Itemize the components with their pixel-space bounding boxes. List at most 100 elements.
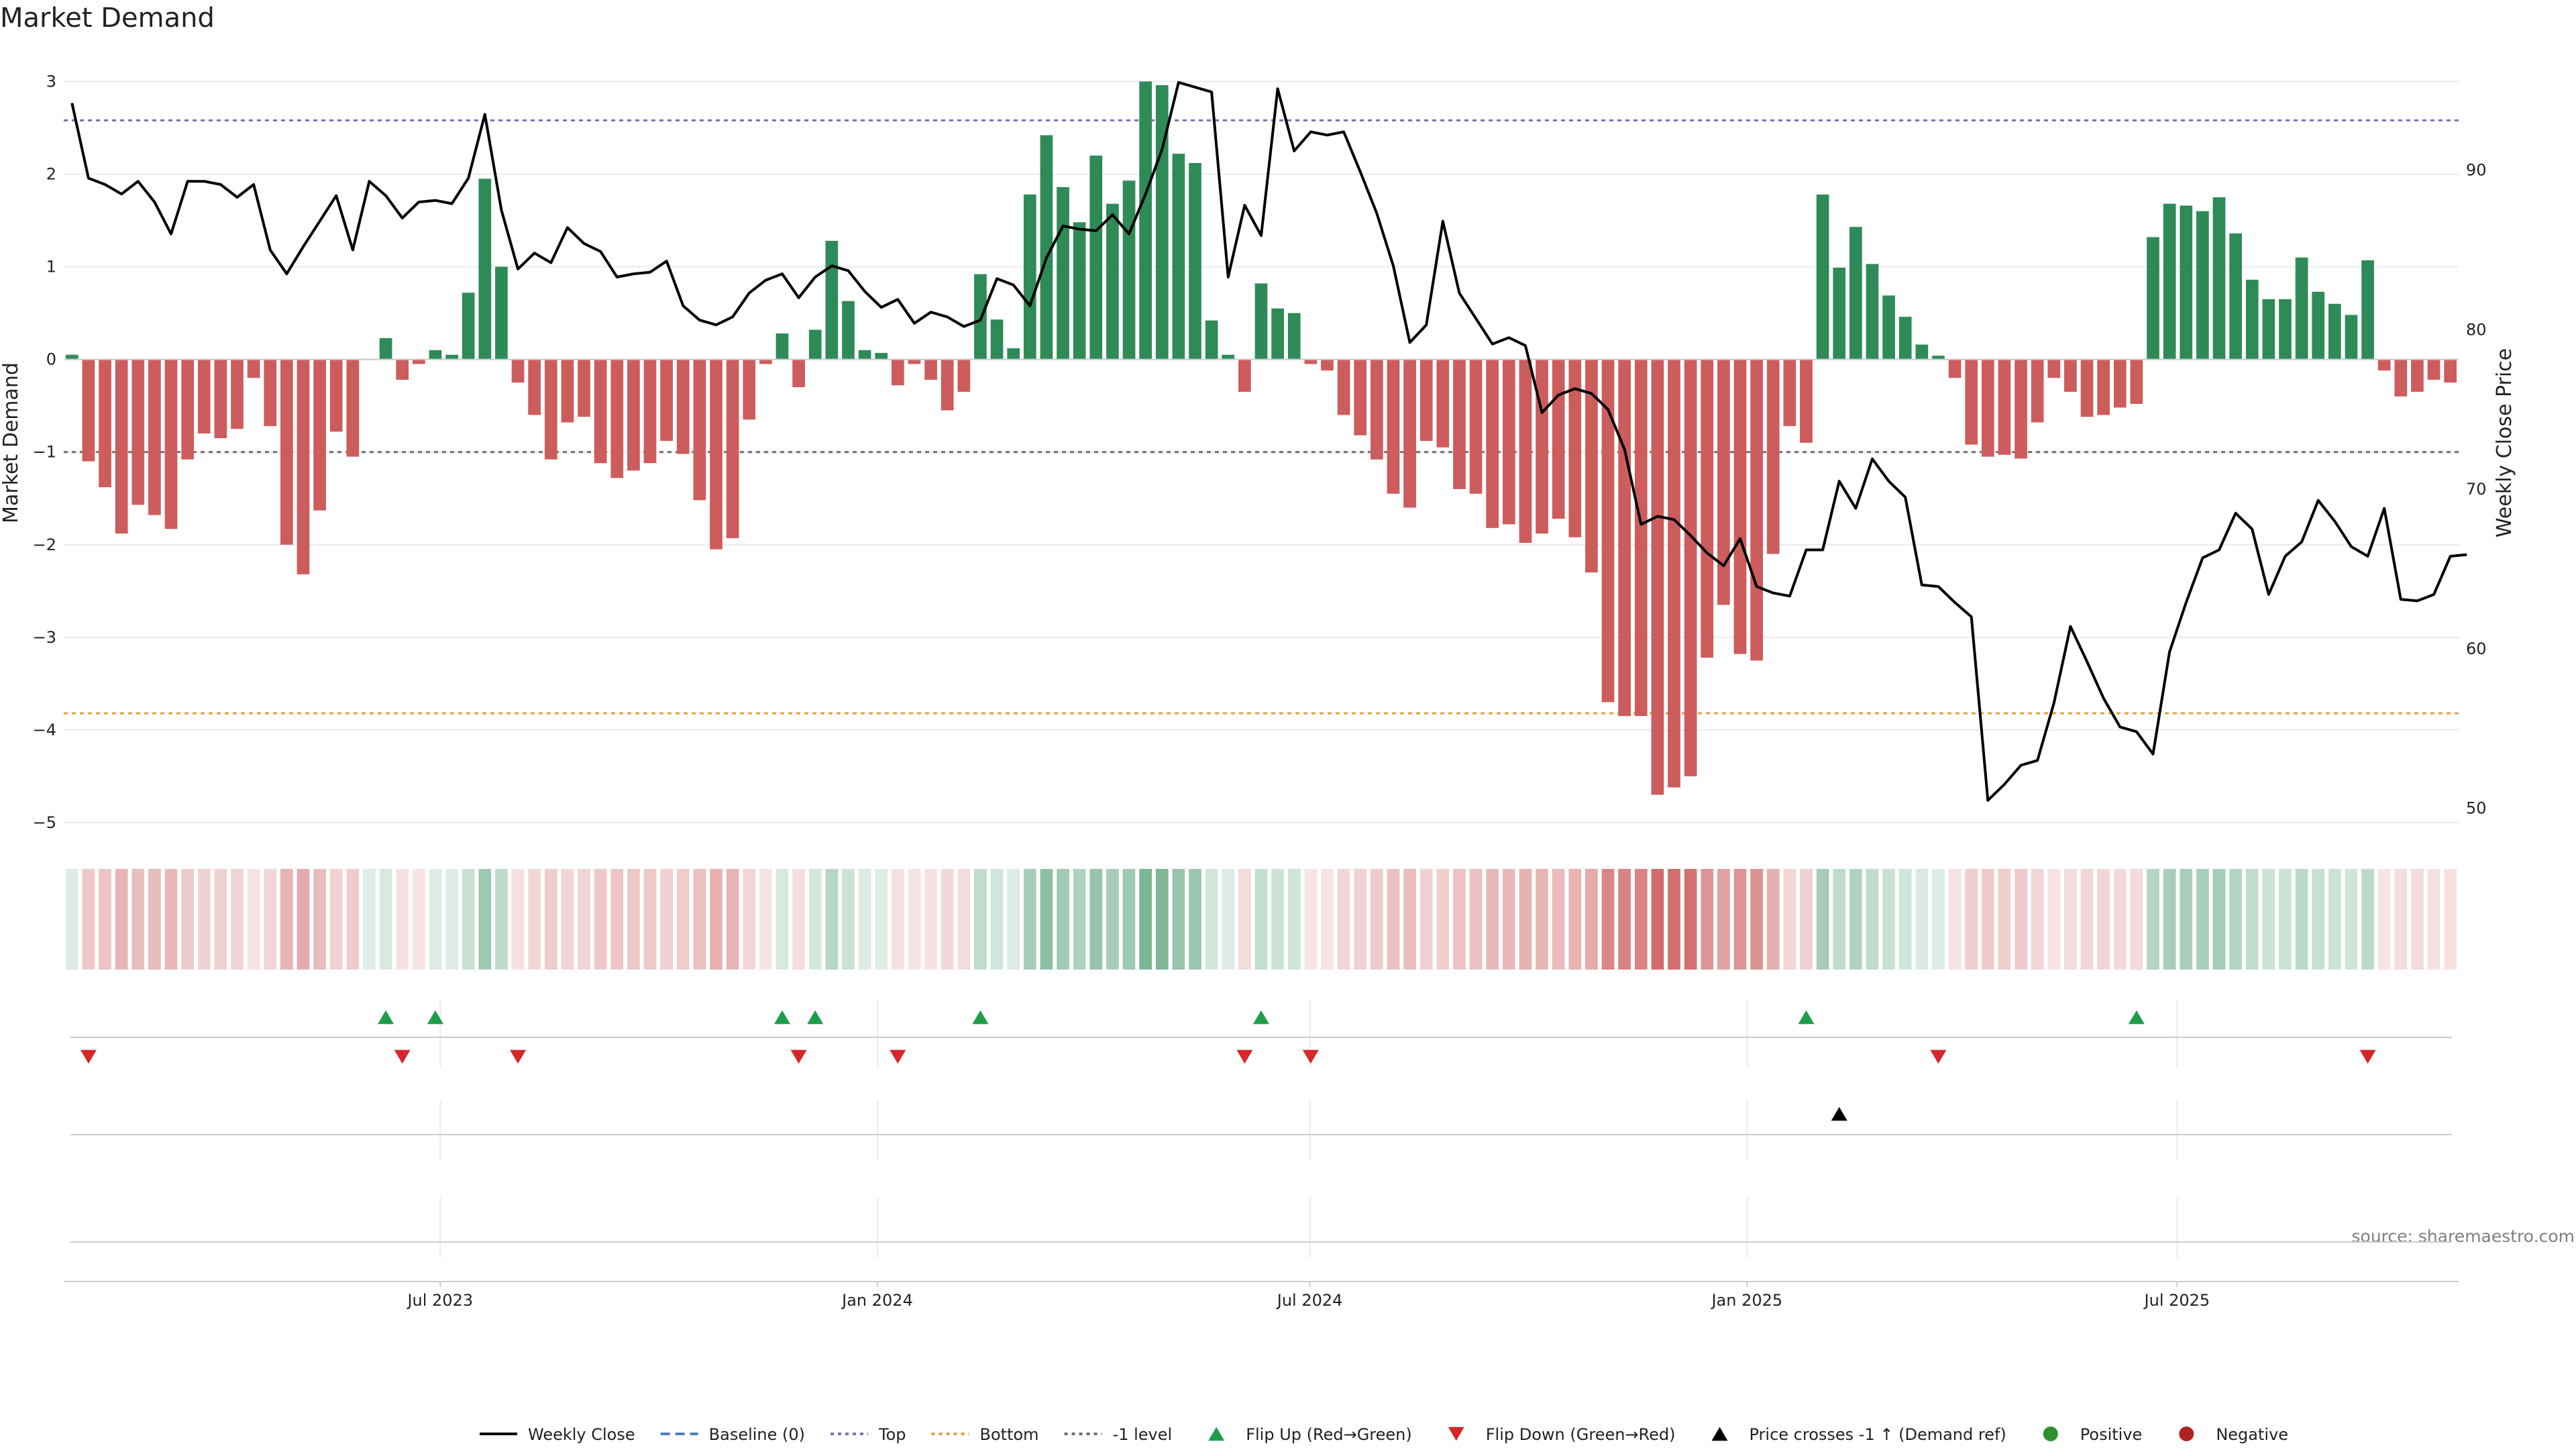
demand-bar-116 [1981, 359, 1994, 457]
heat-cell-10 [231, 869, 244, 970]
heat-cell-27 [511, 869, 525, 970]
y2-tick-label-2: 70 [2466, 480, 2487, 499]
heat-cell-64 [1122, 869, 1136, 970]
flip-up-marker-6 [1798, 1010, 1815, 1025]
flip-up-marker-0 [378, 1010, 394, 1025]
heat-cell-53 [941, 869, 954, 970]
heat-cell-110 [1882, 869, 1895, 970]
heat-cell-58 [1023, 869, 1036, 970]
demand-bar-80 [1387, 359, 1400, 494]
heat-cell-118 [2015, 869, 2027, 970]
demand-bar-51 [908, 359, 921, 364]
demand-bar-57 [1007, 348, 1020, 360]
demand-bar-45 [808, 329, 822, 360]
legend-swatch-7 [1711, 1427, 1728, 1441]
heat-cell-62 [1089, 869, 1103, 970]
demand-bar-107 [1833, 267, 1846, 360]
demand-bar-53 [941, 359, 954, 411]
legend-label-0: Weekly Close [528, 1425, 635, 1444]
demand-bar-77 [1337, 359, 1350, 415]
demand-bar-93 [1601, 359, 1615, 703]
demand-bar-129 [2196, 211, 2209, 360]
heat-cell-4 [131, 869, 145, 970]
demand-bar-136 [2312, 291, 2325, 360]
demand-bar-41 [743, 359, 756, 420]
heat-cell-44 [792, 869, 805, 970]
demand-bar-96 [1651, 359, 1664, 795]
heat-cell-1 [82, 869, 95, 970]
source-note: source: sharemaestro.com [2352, 1227, 2575, 1246]
demand-bar-75 [1304, 359, 1318, 364]
demand-bar-103 [1766, 359, 1780, 554]
heat-cell-52 [924, 869, 937, 970]
demand-bar-115 [1965, 359, 1978, 445]
demand-bar-122 [2080, 359, 2094, 417]
heat-cell-41 [743, 869, 756, 970]
heat-cell-94 [1618, 869, 1631, 970]
demand-bar-142 [2411, 359, 2424, 392]
flip-down-marker-8 [2359, 1049, 2376, 1064]
x-tick-label-1: Jan 2024 [841, 1291, 913, 1310]
x-tick-label-0: Jul 2023 [406, 1291, 473, 1310]
heat-cell-54 [957, 869, 971, 970]
heat-cell-104 [1783, 869, 1796, 970]
demand-bar-0 [65, 354, 78, 360]
heat-cell-65 [1139, 869, 1152, 970]
y-tick-label-2: 1 [46, 258, 56, 276]
heat-cell-6 [164, 869, 178, 970]
heat-cell-33 [610, 869, 624, 970]
demand-bar-144 [2444, 359, 2457, 383]
demand-bar-119 [2031, 359, 2044, 423]
heat-cell-55 [974, 869, 987, 970]
heat-cell-67 [1172, 869, 1185, 970]
heat-cell-38 [693, 869, 706, 970]
heat-cell-72 [1254, 869, 1268, 970]
heat-cell-106 [1816, 869, 1829, 970]
x-tick-label-4: Jul 2025 [2143, 1291, 2210, 1310]
heat-cell-144 [2444, 869, 2457, 970]
demand-bar-66 [1155, 85, 1169, 360]
heat-cell-77 [1337, 869, 1350, 970]
heat-cell-85 [1469, 869, 1483, 970]
demand-bar-111 [1898, 317, 1912, 360]
demand-bar-143 [2427, 359, 2440, 380]
y2-tick-label-4: 50 [2466, 799, 2487, 818]
heat-cell-102 [1750, 869, 1763, 970]
demand-bar-130 [2212, 197, 2226, 360]
legend-label-4: -1 level [1113, 1425, 1173, 1444]
heat-cell-125 [2130, 869, 2143, 970]
demand-bar-101 [1733, 359, 1747, 654]
demand-bar-100 [1717, 359, 1730, 605]
demand-bar-95 [1634, 359, 1648, 717]
heat-cell-127 [2163, 869, 2176, 970]
heat-cell-68 [1189, 869, 1201, 970]
heat-cell-78 [1354, 869, 1367, 970]
demand-bar-38 [693, 359, 706, 501]
demand-bar-127 [2163, 203, 2176, 360]
y-tick-label-6: −3 [33, 628, 56, 647]
demand-bar-40 [726, 359, 739, 539]
heat-cell-13 [280, 869, 293, 970]
heat-cell-71 [1238, 869, 1251, 970]
demand-bar-21 [412, 359, 425, 364]
demand-bar-6 [164, 359, 178, 529]
heat-cell-115 [1965, 869, 1978, 970]
heat-cell-45 [808, 869, 822, 970]
demand-bar-14 [297, 359, 310, 574]
heat-cell-0 [65, 869, 78, 970]
heat-cell-135 [2295, 869, 2308, 970]
demand-bar-94 [1618, 359, 1631, 717]
heat-cell-97 [1668, 869, 1680, 970]
demand-bar-28 [528, 359, 541, 415]
y-tick-label-4: −1 [33, 443, 56, 462]
demand-bar-73 [1271, 308, 1284, 360]
demand-bar-139 [2361, 260, 2374, 360]
flip-up-marker-3 [807, 1010, 824, 1025]
demand-bar-12 [264, 359, 277, 427]
demand-bar-97 [1668, 359, 1680, 788]
demand-bar-61 [1073, 222, 1086, 360]
heat-cell-18 [363, 869, 376, 970]
y-tick-label-7: −4 [33, 721, 56, 739]
heat-cell-59 [1040, 869, 1053, 970]
demand-bar-17 [346, 359, 360, 457]
